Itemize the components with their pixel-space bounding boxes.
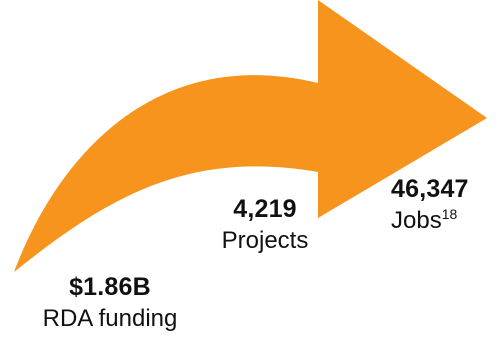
projects-label: Projects bbox=[221, 227, 309, 255]
jobs-value: 46,347 bbox=[391, 175, 469, 203]
stat-funding: $1.86B RDA funding bbox=[15, 273, 205, 333]
funding-value: $1.86B bbox=[69, 273, 151, 301]
curved-arrow-icon bbox=[14, 0, 487, 272]
stat-projects: 4,219 Projects bbox=[190, 195, 340, 255]
jobs-label: Jobs18 bbox=[391, 206, 498, 235]
funding-label: RDA funding bbox=[42, 305, 178, 333]
projects-value: 4,219 bbox=[233, 195, 297, 223]
jobs-label-text: Jobs bbox=[391, 207, 442, 235]
stat-jobs: 46,347 Jobs18 bbox=[378, 175, 498, 235]
jobs-footnote: 18 bbox=[441, 206, 458, 223]
